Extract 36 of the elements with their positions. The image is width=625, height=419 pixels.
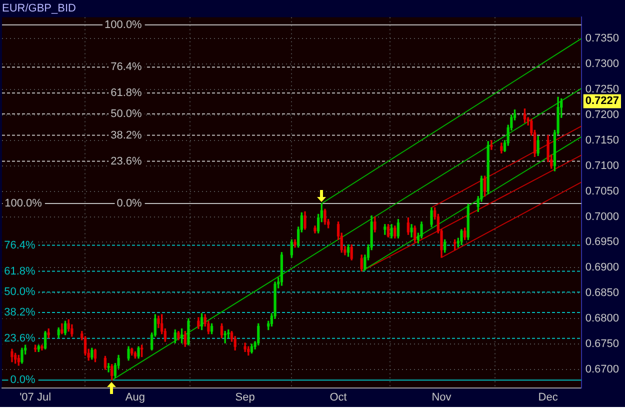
annotation: 23.6% <box>110 155 142 168</box>
annotation: 76.4% <box>4 239 36 252</box>
y-tick-label: 0.7250 <box>585 84 620 96</box>
annotation: 61.8% <box>110 87 142 100</box>
y-tick-label: 0.6900 <box>585 262 620 274</box>
y-tick-label: 0.6850 <box>585 287 620 300</box>
annotation: 100.0% <box>104 18 142 31</box>
y-tick-label: 0.7150 <box>585 134 620 146</box>
annotation: 0.0% <box>10 374 36 386</box>
y-tick-label: 0.6800 <box>585 312 620 325</box>
x-tick-label: Nov <box>432 391 452 404</box>
x-tick-label: '07 Jul <box>20 391 52 404</box>
y-tick-label: 0.6950 <box>585 236 620 248</box>
y-tick-label: 0.7350 <box>585 32 620 45</box>
annotation: 100.0% <box>4 198 42 210</box>
annotation: 23.6% <box>4 332 36 344</box>
x-tick-label: Dec <box>538 391 558 404</box>
annotation: 0.0% <box>116 198 142 210</box>
annotation: 0.7227 <box>585 95 620 108</box>
y-tick-label: 0.6700 <box>585 364 620 376</box>
chart-title: EUR/GBP_BID <box>2 2 76 15</box>
annotation: 38.2% <box>110 129 142 142</box>
annotation: 38.2% <box>4 306 36 318</box>
x-tick-label: Sep <box>235 391 255 404</box>
y-tick-label: 0.7000 <box>585 210 620 223</box>
annotation: 76.4% <box>110 61 142 74</box>
y-tick-label: 0.7200 <box>585 108 620 121</box>
y-tick-label: 0.7100 <box>585 160 620 172</box>
x-tick-label: Aug <box>125 391 145 404</box>
annotation: 50.0% <box>4 286 36 298</box>
x-tick-label: Oct <box>330 391 347 404</box>
annotation: 61.8% <box>4 265 36 278</box>
annotation: 50.0% <box>110 108 142 120</box>
y-tick-label: 0.6750 <box>585 338 620 350</box>
y-tick-label: 0.7050 <box>585 185 620 198</box>
y-tick-label: 0.7300 <box>585 58 620 70</box>
